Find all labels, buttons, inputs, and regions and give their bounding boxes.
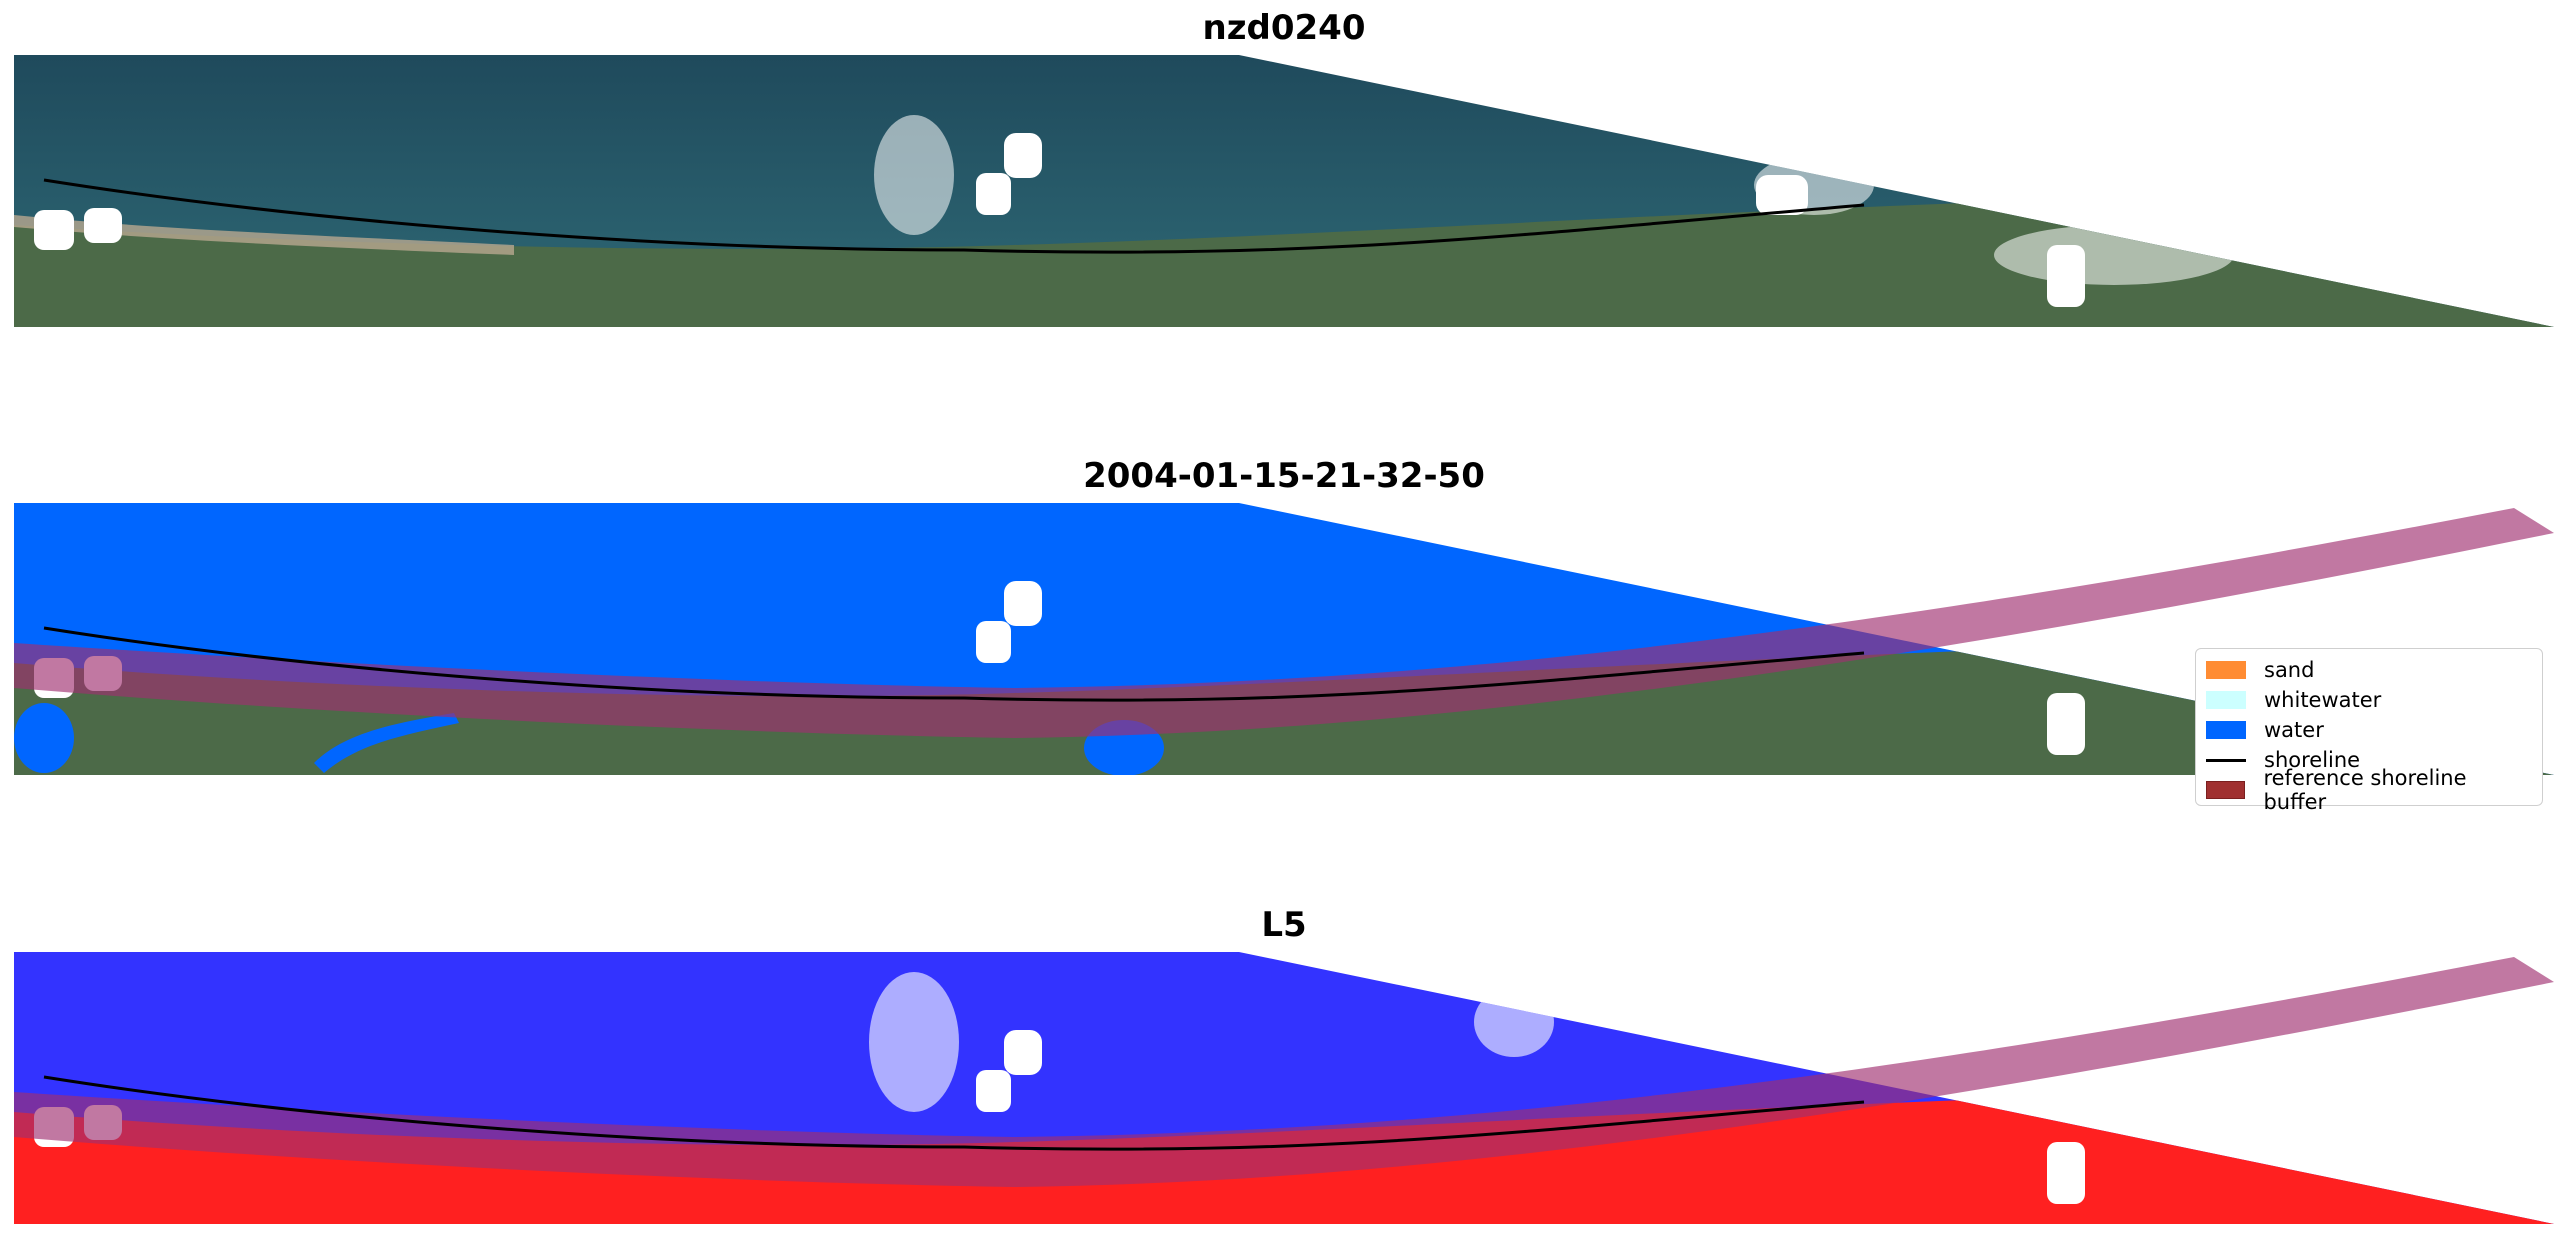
legend-item-water: water [2206, 715, 2532, 745]
panel-title-classified: 2004-01-15-21-32-50 [1083, 456, 1485, 496]
legend-swatch-sand [2206, 661, 2246, 679]
legend-swatch-reference-buffer [2206, 781, 2246, 799]
legend-item-whitewater: whitewater [2206, 685, 2532, 715]
panel-index-image [14, 952, 2554, 1227]
legend: sand whitewater water shoreline referenc… [2195, 648, 2543, 814]
shoreline-line [43, 178, 1865, 254]
legend-label: sand [2264, 658, 2315, 682]
legend-item-reference-buffer: reference shoreline buffer [2206, 766, 2532, 814]
legend-item-shoreline: shoreline [2206, 745, 2532, 775]
legend-swatch-shoreline [2206, 758, 2246, 762]
legend-item-sand: sand [2206, 655, 2532, 685]
reference-buffer [14, 957, 2554, 1187]
legend-label: water [2264, 718, 2324, 742]
shoreline-line [43, 626, 1865, 702]
shoreline-line [43, 1075, 1865, 1151]
panel-rgb-image [14, 55, 2554, 330]
panel-title-rgb: nzd0240 [1202, 8, 1366, 48]
legend-label: reference shoreline buffer [2263, 766, 2467, 814]
reference-buffer [14, 508, 2554, 738]
legend-swatch-whitewater [2206, 691, 2246, 709]
panel-title-index: L5 [1261, 905, 1307, 945]
legend-swatch-water [2206, 721, 2246, 739]
legend-label: shoreline [2264, 748, 2361, 772]
legend-label: whitewater [2264, 688, 2382, 712]
panel-classified-image [14, 503, 2554, 778]
